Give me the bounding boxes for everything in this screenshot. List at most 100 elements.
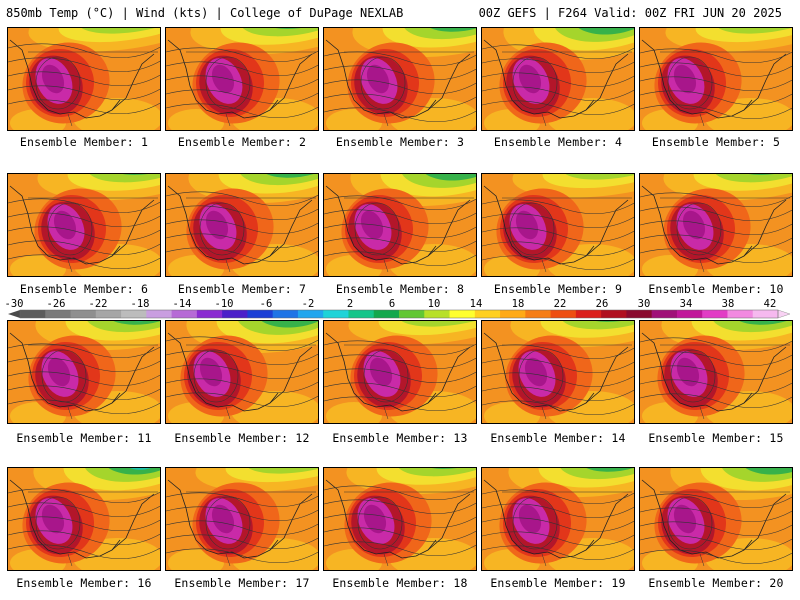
temperature-map bbox=[8, 321, 160, 423]
temperature-map bbox=[8, 28, 160, 130]
colorbar-segment bbox=[247, 310, 274, 318]
colorbar-segment bbox=[399, 310, 425, 318]
temperature-map bbox=[640, 28, 792, 130]
ensemble-member-label: Ensemble Member: 17 bbox=[174, 576, 310, 590]
temperature-map bbox=[8, 468, 160, 570]
ensemble-map-panel bbox=[7, 467, 161, 571]
colorbar-segment bbox=[45, 310, 72, 318]
ensemble-member-label: Ensemble Member: 14 bbox=[490, 431, 626, 445]
colorbar-segment bbox=[601, 310, 627, 318]
temperature-map bbox=[482, 174, 634, 276]
ensemble-map-panel bbox=[165, 27, 319, 131]
colorbar-tick-label: 30 bbox=[637, 298, 651, 310]
ensemble-map-panel bbox=[323, 173, 477, 277]
colorbar-segment bbox=[121, 310, 147, 318]
run-valid-time: 00Z GEFS | F264 Valid: 00Z FRI JUN 20 20… bbox=[478, 6, 782, 20]
ensemble-map-panel bbox=[7, 27, 161, 131]
colorbar-segment bbox=[95, 310, 122, 318]
colorbar-segment bbox=[348, 310, 375, 318]
ensemble-map-panel bbox=[323, 27, 477, 131]
ensemble-member-label: Ensemble Member: 1 bbox=[19, 135, 149, 149]
colorbar-segment bbox=[323, 310, 349, 318]
colorbar-tick-label: 38 bbox=[721, 298, 735, 310]
ensemble-map-panel bbox=[639, 27, 793, 131]
temperature-map bbox=[482, 321, 634, 423]
colorbar-min-arrow bbox=[8, 310, 20, 318]
ensemble-member-label: Ensemble Member: 15 bbox=[648, 431, 784, 445]
ensemble-member-label: Ensemble Member: 7 bbox=[177, 282, 307, 296]
ensemble-member-label: Ensemble Member: 16 bbox=[16, 576, 152, 590]
colorbar-segment bbox=[146, 310, 173, 318]
temperature-map bbox=[482, 468, 634, 570]
colorbar-segment bbox=[500, 310, 526, 318]
ensemble-map-panel bbox=[639, 467, 793, 571]
ensemble-member-label: Ensemble Member: 6 bbox=[19, 282, 149, 296]
temperature-map bbox=[640, 174, 792, 276]
temperature-map bbox=[640, 321, 792, 423]
temperature-map bbox=[324, 468, 476, 570]
ensemble-map-panel bbox=[481, 320, 635, 424]
colorbar-segment bbox=[676, 310, 703, 318]
colorbar-tick-label: 18 bbox=[511, 298, 525, 310]
colorbar-tick-label: -2 bbox=[301, 298, 315, 310]
ensemble-member-label: Ensemble Member: 11 bbox=[16, 431, 152, 445]
temperature-map bbox=[166, 321, 318, 423]
colorbar-tick-label: 26 bbox=[595, 298, 609, 310]
ensemble-member-label: Ensemble Member: 4 bbox=[493, 135, 623, 149]
ensemble-map-panel bbox=[7, 320, 161, 424]
colorbar-segment bbox=[702, 310, 728, 318]
colorbar-segment bbox=[424, 310, 451, 318]
colorbar-segment bbox=[449, 310, 476, 318]
colorbar-segment bbox=[626, 310, 653, 318]
colorbar-tick-label: -10 bbox=[214, 298, 234, 310]
colorbar-segment bbox=[727, 310, 754, 318]
colorbar-segment bbox=[272, 310, 299, 318]
ensemble-member-label: Ensemble Member: 5 bbox=[651, 135, 781, 149]
temperature-colorbar bbox=[8, 309, 791, 319]
colorbar-tick-label: 2 bbox=[346, 298, 354, 310]
colorbar-segment bbox=[70, 310, 97, 318]
ensemble-member-label: Ensemble Member: 19 bbox=[490, 576, 626, 590]
colorbar-tick-label: -14 bbox=[172, 298, 192, 310]
colorbar-segment bbox=[575, 310, 602, 318]
colorbar-segment bbox=[297, 310, 324, 318]
colorbar-segment bbox=[474, 310, 501, 318]
temperature-map bbox=[8, 174, 160, 276]
colorbar-segment bbox=[550, 310, 577, 318]
temperature-map bbox=[166, 174, 318, 276]
colorbar-segment bbox=[651, 310, 678, 318]
ensemble-member-label: Ensemble Member: 12 bbox=[174, 431, 310, 445]
ensemble-map-panel bbox=[481, 173, 635, 277]
ensemble-map-panel bbox=[165, 173, 319, 277]
colorbar-tick-label: -30 bbox=[4, 298, 24, 310]
temperature-map bbox=[324, 28, 476, 130]
colorbar-segment bbox=[525, 310, 552, 318]
ensemble-map-panel bbox=[165, 320, 319, 424]
colorbar-tick-label: -26 bbox=[46, 298, 66, 310]
colorbar-tick-label: 6 bbox=[388, 298, 396, 310]
colorbar-tick-label: 34 bbox=[679, 298, 693, 310]
temperature-map bbox=[324, 174, 476, 276]
temperature-map bbox=[166, 28, 318, 130]
colorbar-tick-label: -22 bbox=[88, 298, 108, 310]
ensemble-map-panel bbox=[165, 467, 319, 571]
colorbar-tick-label: 14 bbox=[469, 298, 483, 310]
ensemble-map-panel bbox=[639, 173, 793, 277]
temperature-map bbox=[482, 28, 634, 130]
ensemble-map-panel bbox=[323, 320, 477, 424]
ensemble-member-label: Ensemble Member: 9 bbox=[493, 282, 623, 296]
colorbar-tick-label: 42 bbox=[763, 298, 777, 310]
colorbar-segment bbox=[752, 310, 779, 318]
ensemble-map-panel bbox=[639, 320, 793, 424]
colorbar-tick-label: 22 bbox=[553, 298, 567, 310]
colorbar-tick-label: -6 bbox=[259, 298, 273, 310]
ensemble-map-panel bbox=[323, 467, 477, 571]
ensemble-map-panel bbox=[481, 27, 635, 131]
ensemble-map-panel bbox=[481, 467, 635, 571]
ensemble-member-label: Ensemble Member: 10 bbox=[648, 282, 784, 296]
temperature-map bbox=[324, 321, 476, 423]
colorbar-segment bbox=[222, 310, 248, 318]
ensemble-member-label: Ensemble Member: 8 bbox=[335, 282, 465, 296]
temperature-map bbox=[166, 468, 318, 570]
colorbar-tick-label: 10 bbox=[427, 298, 441, 310]
